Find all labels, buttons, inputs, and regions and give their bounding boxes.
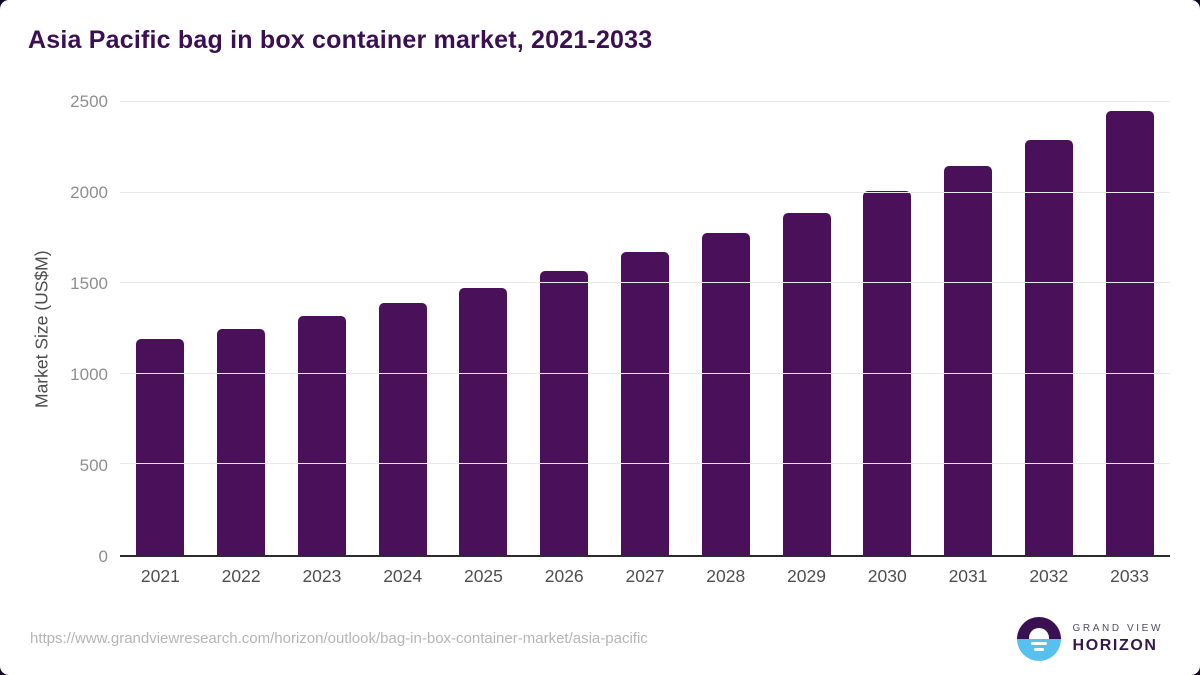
bar-band-2023 <box>282 102 363 555</box>
bar-band-2031 <box>928 102 1009 555</box>
logo-text-horizon: HORIZON <box>1072 637 1158 654</box>
y-tick-label-2500: 2500 <box>70 92 108 111</box>
x-tick-label-2026: 2026 <box>544 566 584 586</box>
bar-2023 <box>297 315 346 555</box>
bar-band-2021 <box>120 102 201 555</box>
logo-text: GRAND VIEW HORIZON <box>1073 623 1163 655</box>
x-tick-label-2029: 2029 <box>787 566 826 586</box>
horizon-line-2 <box>1033 648 1044 651</box>
bar-band-2025 <box>443 102 524 555</box>
gridline-2000 <box>120 191 1170 193</box>
gridline-1500 <box>120 282 1170 284</box>
bar-2028 <box>701 233 750 555</box>
bar-band-2028 <box>685 102 766 555</box>
bar-band-2033 <box>1089 102 1170 555</box>
bar-band-2024 <box>362 102 443 555</box>
x-tick-label-2032: 2032 <box>1029 566 1069 586</box>
source-url: https://www.grandviewresearch.com/horizo… <box>30 630 648 647</box>
bar-2027 <box>620 252 669 555</box>
y-tick-label-1000: 1000 <box>70 365 108 384</box>
bar-2025 <box>459 287 508 555</box>
gridline-1000 <box>120 372 1170 374</box>
grand-view-horizon-logo: GRAND VIEW HORIZON <box>1016 617 1163 661</box>
sun-dome-shape <box>1028 628 1049 639</box>
y-tick-label-1500: 1500 <box>70 274 108 293</box>
bar-2031 <box>944 166 993 555</box>
gridline-2500 <box>120 101 1170 102</box>
bar-band-2026 <box>524 102 605 555</box>
bar-2021 <box>136 339 185 555</box>
x-tick-label-2027: 2027 <box>625 566 665 586</box>
bar-band-2027 <box>605 102 686 555</box>
x-tick-label-2022: 2022 <box>221 566 261 586</box>
bar-band-2032 <box>1008 102 1089 555</box>
x-tick-label-2025: 2025 <box>463 566 503 586</box>
logo-text-grand-view: GRAND VIEW <box>1072 623 1163 634</box>
x-tick-label-2028: 2028 <box>706 566 746 586</box>
x-tick-label-2024: 2024 <box>383 566 423 586</box>
x-tick-label-2031: 2031 <box>948 566 988 586</box>
bar-band-2030 <box>847 102 928 555</box>
y-tick-label-2000: 2000 <box>70 183 108 202</box>
x-tick-label-2021: 2021 <box>140 566 180 586</box>
bar-band-2022 <box>201 102 282 555</box>
y-tick-label-500: 500 <box>79 456 108 475</box>
chart-title: Asia Pacific bag in box container market… <box>28 26 653 54</box>
gridline-500 <box>120 463 1170 465</box>
bar-2024 <box>378 303 427 555</box>
y-tick-label-0: 0 <box>98 547 108 566</box>
bar-2032 <box>1024 140 1073 555</box>
bar-2022 <box>217 328 266 555</box>
bar-2026 <box>540 270 589 555</box>
plot-area <box>120 101 1170 557</box>
x-axis-tick-labels: 2021 2022 2023 2024 2025 2026 2027 2028 2029 2030… <box>120 566 1170 587</box>
horizon-line-1 <box>1030 642 1047 645</box>
bar-2033 <box>1105 111 1154 555</box>
bar-band-2029 <box>766 102 847 555</box>
y-axis-tick-labels: 0 500 1000 1500 2000 2500 <box>0 92 108 566</box>
bar-2029 <box>782 213 831 555</box>
x-tick-label-2030: 2030 <box>867 566 907 586</box>
x-tick-label-2023: 2023 <box>302 566 342 586</box>
x-tick-label-2033: 2033 <box>1110 566 1150 586</box>
horizon-sun-icon <box>1016 617 1061 661</box>
bar-series <box>120 102 1170 555</box>
